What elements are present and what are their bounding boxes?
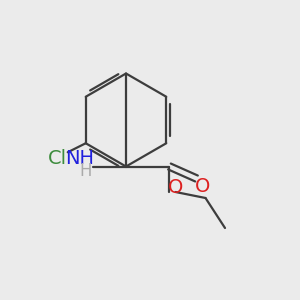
Text: O: O bbox=[195, 176, 210, 196]
Text: Cl: Cl bbox=[48, 149, 67, 168]
Text: O: O bbox=[168, 178, 183, 197]
Text: H: H bbox=[79, 162, 92, 180]
Text: NH: NH bbox=[65, 149, 94, 169]
